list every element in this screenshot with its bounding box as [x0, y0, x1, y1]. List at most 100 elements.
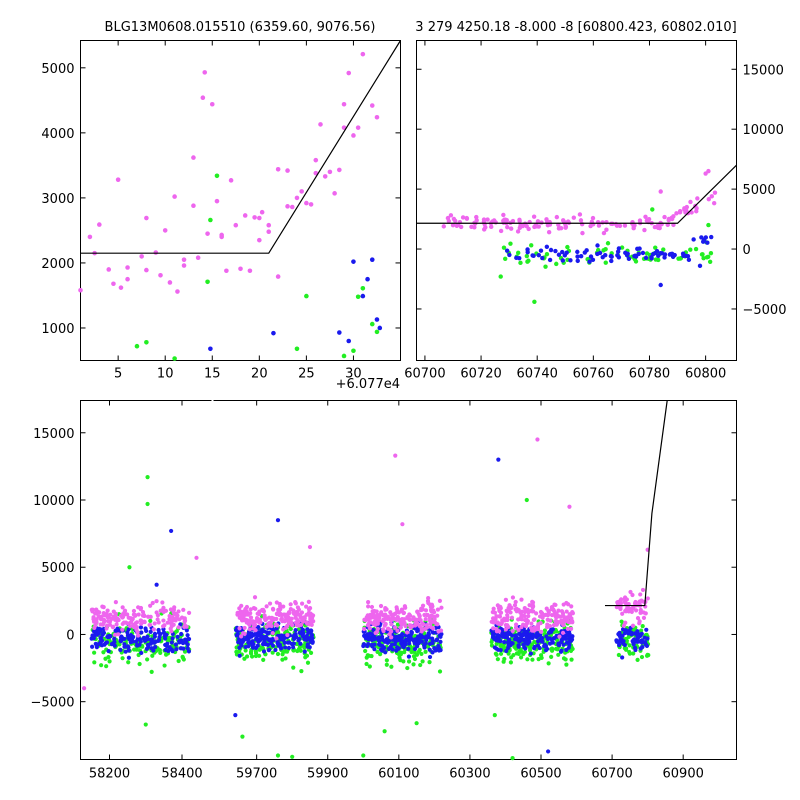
data-point-blue: [383, 650, 388, 655]
data-point-magenta: [422, 627, 427, 632]
data-point-blue: [125, 644, 131, 649]
data-point-magenta: [362, 626, 367, 632]
data-point-magenta: [111, 609, 116, 614]
data-point-magenta: [125, 276, 130, 282]
data-point-magenta: [139, 254, 144, 259]
data-point-green: [280, 652, 285, 657]
data-point-magenta: [366, 621, 372, 626]
data-point-magenta: [214, 198, 220, 204]
data-point-green: [544, 251, 550, 257]
data-point-blue: [643, 255, 649, 261]
data-point-green: [524, 253, 530, 259]
data-point-magenta: [366, 604, 371, 609]
x-tick-label: 60300: [449, 767, 490, 782]
data-point-blue: [427, 647, 432, 652]
data-point-blue: [492, 636, 497, 641]
data-point-magenta: [116, 617, 121, 622]
data-point-magenta: [399, 616, 405, 622]
data-point-magenta: [327, 169, 333, 175]
data-point-blue: [412, 641, 417, 646]
data-point-green: [260, 646, 265, 651]
data-point-magenta: [600, 220, 605, 225]
data-point-blue: [386, 646, 391, 652]
data-point-blue: [617, 642, 622, 648]
data-point-green: [631, 651, 636, 656]
data-point-blue: [561, 636, 566, 641]
data-point-green: [503, 256, 508, 262]
data-point-magenta: [167, 280, 173, 285]
y-tick-label: 2000: [41, 257, 74, 272]
data-point-magenta: [558, 226, 564, 231]
data-point-blue: [649, 256, 654, 261]
data-point-magenta: [133, 621, 138, 626]
data-point-green: [569, 657, 574, 662]
x-tick-label: 30: [345, 367, 362, 382]
data-point-green: [180, 654, 185, 659]
x-tick-label: 60720: [460, 367, 501, 382]
data-point-green: [645, 652, 650, 657]
data-point-blue: [701, 239, 706, 244]
data-point-green: [570, 646, 575, 652]
data-point-blue: [249, 631, 254, 636]
data-point-magenta: [657, 225, 662, 231]
data-point-magenta: [136, 633, 141, 638]
data-point-magenta: [111, 281, 116, 287]
data-point-magenta: [248, 620, 253, 626]
data-point-magenta: [113, 600, 118, 605]
data-point-blue: [234, 633, 239, 638]
data-point-magenta: [151, 627, 156, 632]
data-point-magenta: [626, 609, 631, 614]
data-point-magenta: [395, 628, 400, 633]
x-tick-label: 20: [251, 367, 268, 382]
data-point-green: [416, 649, 421, 654]
data-point-magenta: [176, 609, 181, 614]
data-point-green: [411, 662, 416, 667]
data-point-magenta: [296, 623, 302, 628]
data-point-magenta: [82, 686, 87, 691]
data-point-magenta: [247, 268, 253, 274]
data-point-blue: [173, 642, 178, 647]
y-tick-label: 0: [66, 628, 74, 643]
data-point-blue: [430, 650, 435, 655]
data-point-green: [303, 655, 308, 660]
data-point-magenta: [247, 627, 252, 632]
data-point-magenta: [622, 223, 628, 228]
data-point-green: [149, 669, 154, 674]
data-point-magenta: [308, 202, 314, 207]
data-point-green: [437, 669, 443, 674]
data-point-green: [144, 339, 149, 345]
data-point-blue: [546, 749, 551, 754]
data-point-green: [92, 660, 97, 665]
data-point-blue: [430, 636, 435, 641]
data-point-magenta: [535, 437, 540, 442]
data-point-magenta: [182, 623, 188, 628]
data-point-magenta: [191, 155, 196, 160]
data-point-magenta: [578, 218, 584, 223]
data-point-magenta: [389, 635, 394, 640]
data-point-blue: [304, 634, 309, 639]
data-point-blue: [261, 640, 267, 645]
data-point-magenta: [152, 621, 157, 626]
panel-bottom: 58200 58400 59700 59900 60100 60300 60500 60700…: [31, 397, 737, 782]
data-point-blue: [537, 645, 542, 651]
data-point-green: [363, 648, 368, 654]
data-point-green: [633, 259, 639, 264]
data-point-blue: [427, 641, 433, 647]
data-point-blue: [494, 646, 499, 651]
data-point-magenta: [293, 615, 298, 620]
data-point-green: [298, 648, 303, 653]
x-tick-label: 5: [114, 367, 122, 382]
data-point-magenta: [148, 622, 153, 628]
data-point-magenta: [393, 453, 398, 458]
data-point-magenta: [293, 601, 298, 606]
data-point-blue: [265, 642, 271, 647]
data-point-blue: [92, 632, 98, 637]
data-point-green: [530, 657, 535, 662]
data-point-blue: [691, 237, 696, 242]
data-point-blue: [567, 640, 572, 645]
data-point-magenta: [394, 605, 399, 610]
data-point-blue: [185, 633, 190, 638]
x-tick-label: 60100: [378, 767, 419, 782]
data-point-green: [158, 650, 163, 655]
data-point-blue: [255, 637, 260, 642]
